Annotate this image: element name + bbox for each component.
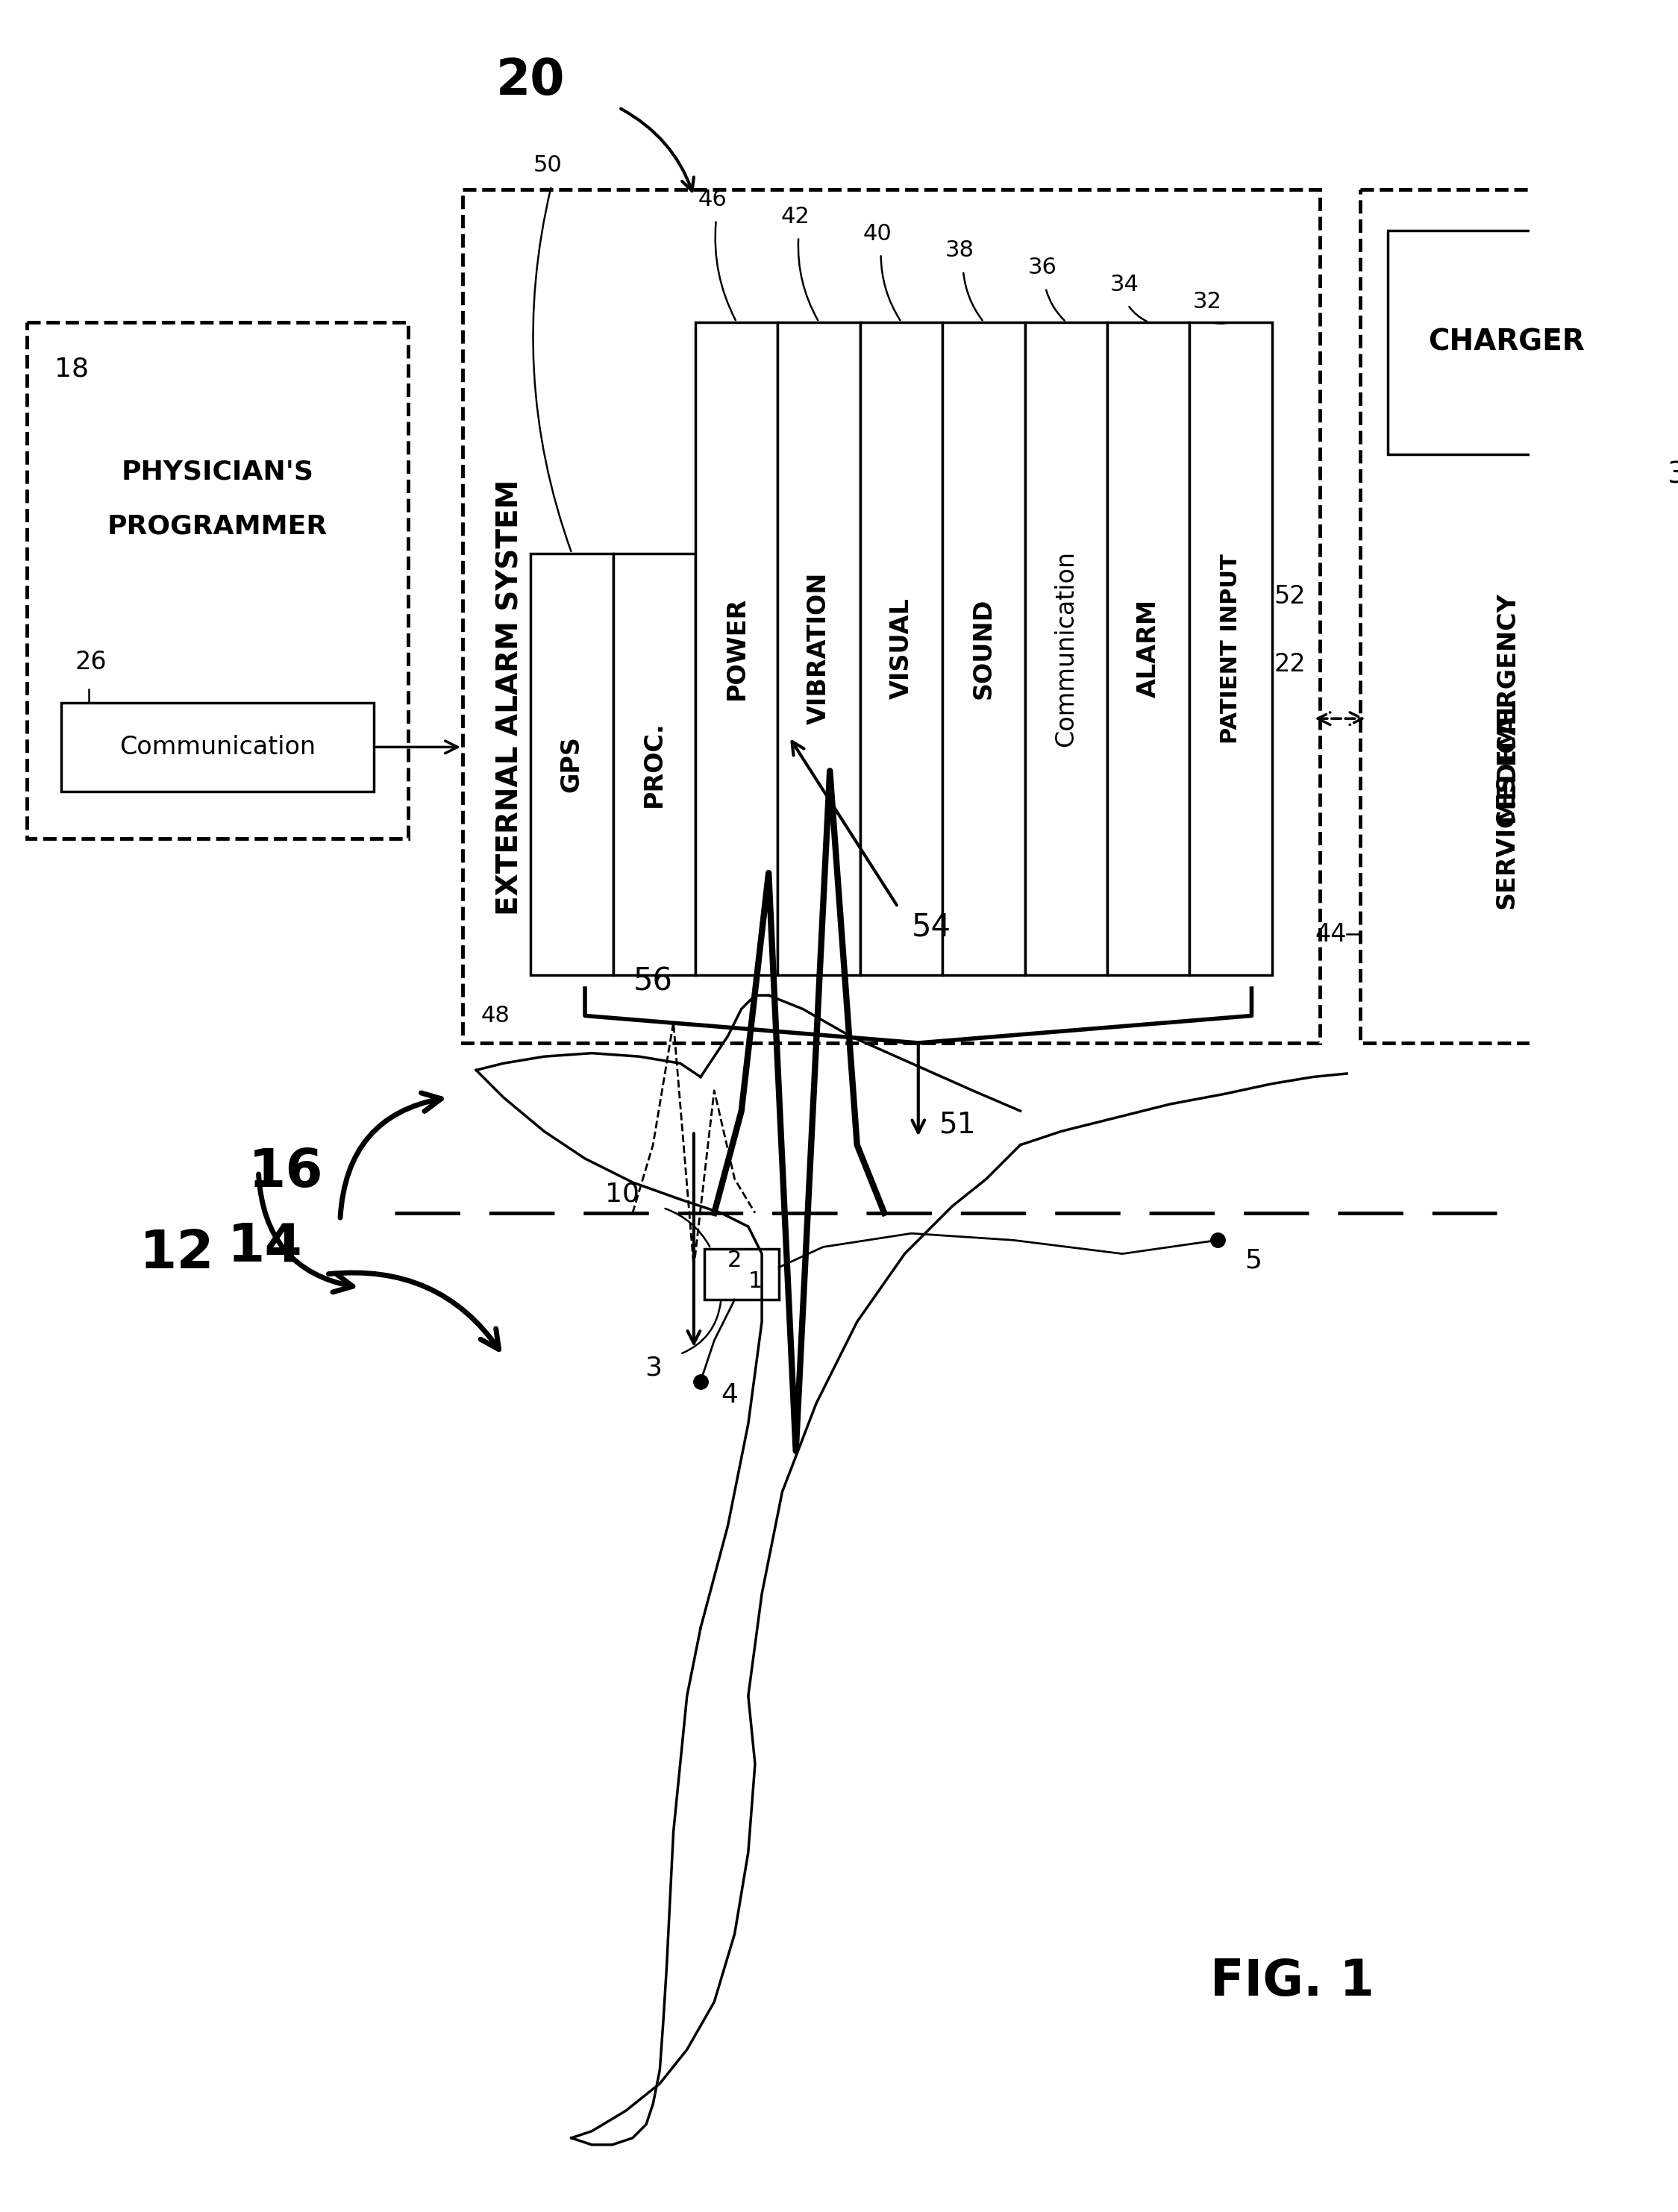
Text: CHARGER: CHARGER <box>1428 327 1586 356</box>
Text: 12: 12 <box>139 1228 215 1279</box>
Text: 44: 44 <box>1316 922 1347 947</box>
Text: PATIENT INPUT: PATIENT INPUT <box>1220 553 1242 743</box>
Bar <box>27 323 408 838</box>
Text: POWER: POWER <box>725 597 748 699</box>
Text: EMERGENCY: EMERGENCY <box>1495 591 1519 765</box>
Text: PROGRAMMER: PROGRAMMER <box>107 513 327 540</box>
Bar <box>1107 323 1190 975</box>
Bar <box>861 323 943 975</box>
Bar <box>1025 323 1107 975</box>
Text: 46: 46 <box>698 188 727 210</box>
Text: 2: 2 <box>727 1250 742 1272</box>
Text: 48: 48 <box>482 1004 510 1026</box>
Text: 20: 20 <box>497 55 565 106</box>
Bar <box>1361 190 1653 1042</box>
Text: 14: 14 <box>228 1221 302 1272</box>
Text: SOUND: SOUND <box>972 597 997 699</box>
Text: 10: 10 <box>606 1181 639 1208</box>
Bar <box>1190 323 1272 975</box>
Bar <box>777 323 861 975</box>
Text: 32: 32 <box>1193 290 1222 312</box>
Text: 56: 56 <box>633 967 673 998</box>
Text: 5: 5 <box>1245 1248 1262 1274</box>
Text: MEDICAL: MEDICAL <box>1495 697 1519 823</box>
Text: Communication: Communication <box>1054 551 1079 748</box>
Text: 1: 1 <box>748 1270 762 1292</box>
Text: VIBRATION: VIBRATION <box>807 573 831 726</box>
Bar <box>60 703 374 792</box>
Text: 40: 40 <box>862 223 893 243</box>
Text: 30: 30 <box>1666 460 1678 489</box>
Text: 36: 36 <box>1027 257 1057 279</box>
Bar <box>695 323 777 975</box>
Text: VISUAL: VISUAL <box>889 597 913 699</box>
Text: 50: 50 <box>534 155 562 177</box>
Text: 3: 3 <box>644 1356 661 1380</box>
Text: 38: 38 <box>945 239 975 261</box>
Text: 22: 22 <box>1274 653 1305 677</box>
Text: FIG. 1: FIG. 1 <box>1210 1958 1374 2006</box>
Text: 42: 42 <box>780 206 809 228</box>
Text: GPS: GPS <box>559 737 584 792</box>
Bar <box>463 190 1319 1042</box>
Text: SERVICES: SERVICES <box>1495 772 1519 909</box>
Text: 51: 51 <box>938 1110 975 1139</box>
Text: 26: 26 <box>76 650 107 675</box>
Bar <box>705 1250 779 1301</box>
Text: 34: 34 <box>1111 274 1139 296</box>
Bar <box>530 553 612 975</box>
Bar <box>943 323 1025 975</box>
Text: Communication: Communication <box>119 734 315 759</box>
Text: ALARM: ALARM <box>1136 599 1161 697</box>
Text: 52: 52 <box>1274 584 1305 608</box>
Bar <box>612 553 695 975</box>
Text: 4: 4 <box>722 1382 738 1407</box>
Text: PROC.: PROC. <box>641 721 666 807</box>
Text: 54: 54 <box>911 911 951 942</box>
Text: EXTERNAL ALARM SYSTEM: EXTERNAL ALARM SYSTEM <box>497 480 524 916</box>
Text: PHYSICIAN'S: PHYSICIAN'S <box>121 458 314 484</box>
Bar <box>1388 230 1626 456</box>
Text: 16: 16 <box>248 1146 324 1199</box>
Text: 18: 18 <box>54 356 89 380</box>
